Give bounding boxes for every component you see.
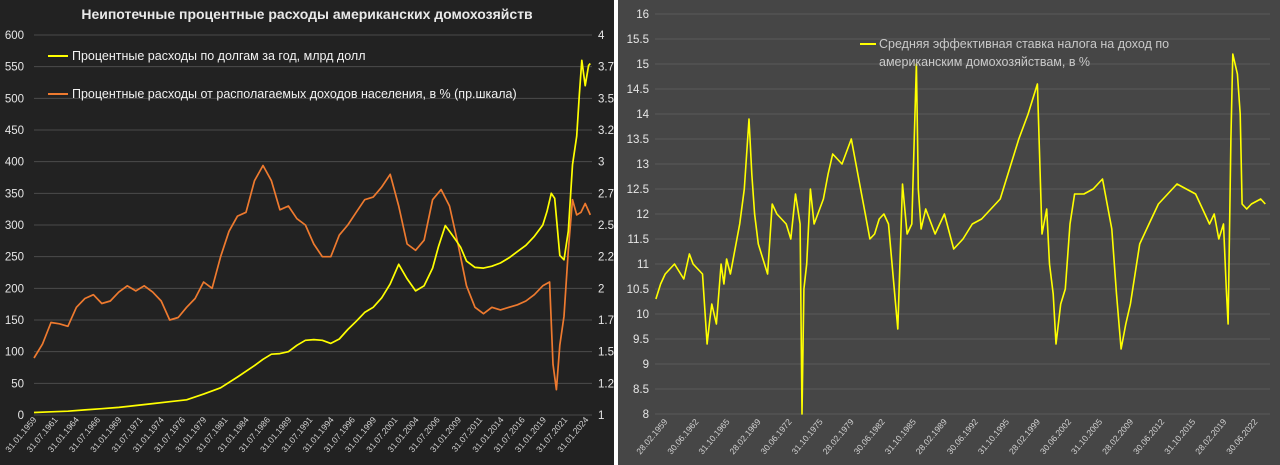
y-tick-label: 9: [643, 359, 649, 371]
legend-label: Процентные расходы от располагаемых дохо…: [72, 87, 517, 101]
right-chart-panel: 8 8.5 9 9.5 10 10.5 11 11.5 12 12.5 13 13.5 14 14.5 15…: [618, 0, 1280, 465]
y2-tick-label: 2.25: [598, 252, 614, 264]
y2-tick-label: 2.5: [598, 220, 614, 232]
y-tick-label: 9.5: [633, 334, 649, 346]
y-tick-label: 15: [636, 59, 649, 71]
series-line-disposable-income-share: [33, 164, 592, 391]
y-tick-label: 350: [5, 188, 24, 200]
y-tick-label: 0: [18, 410, 24, 422]
y2-tick-label: 2: [598, 283, 604, 295]
y-tick-label: 400: [5, 157, 24, 169]
y2-tick-label: 3: [598, 157, 604, 169]
legend-label-line2: американским домохозяйствам, в %: [879, 55, 1090, 69]
y-tick-label: 10: [636, 309, 649, 321]
y2-tick-label: 3.5: [598, 93, 614, 105]
y-tick-label: 500: [5, 93, 24, 105]
series-line-interest-expense: [33, 59, 591, 414]
y-tick-label: 550: [5, 62, 24, 74]
y2-tick-label: 1.75: [598, 315, 614, 327]
series-line-effective-tax-rate: [655, 53, 1266, 415]
y-tick-label: 13: [636, 159, 649, 171]
y-tick-label: 150: [5, 315, 24, 327]
y2-tick-label: 1.25: [598, 378, 614, 390]
y-tick-label: 14.5: [627, 84, 649, 96]
y-tick-label: 250: [5, 252, 24, 264]
y-tick-label: 8.5: [633, 384, 649, 396]
y-tick-label: 16: [636, 9, 649, 21]
y-tick-label: 12: [636, 209, 649, 221]
y-tick-label: 13.5: [627, 134, 649, 146]
x-tick-label: 30.06.2022: [1224, 417, 1259, 457]
right-chart-svg: 8 8.5 9 9.5 10 10.5 11 11.5 12 12.5 13 13.5 14 14.5 15…: [627, 9, 1270, 457]
y2-tick-label: 3.75: [598, 62, 614, 74]
y-tick-label: 50: [11, 378, 24, 390]
y-tick-label: 300: [5, 220, 24, 232]
left-chart-title: Неипотечные процентные расходы американс…: [81, 6, 533, 22]
y-tick-label: 14: [636, 109, 649, 121]
y-tick-label: 15.5: [627, 34, 649, 46]
y-tick-label: 100: [5, 347, 24, 359]
y-tick-label: 11.5: [627, 234, 649, 246]
y-tick-label: 10.5: [627, 284, 649, 296]
y2-tick-label: 4: [598, 30, 605, 42]
y2-tick-label: 1: [598, 410, 604, 422]
y-tick-label: 8: [643, 409, 649, 421]
y-tick-label: 450: [5, 125, 24, 137]
y2-tick-label: 1.5: [598, 347, 614, 359]
left-chart-panel: Неипотечные процентные расходы американс…: [0, 0, 614, 465]
legend-label: Процентные расходы по долгам за год, млр…: [72, 49, 366, 63]
legend-label-line1: Средняя эффективная ставка налога на дох…: [879, 37, 1169, 51]
y-tick-label: 12.5: [627, 184, 649, 196]
y2-tick-label: 3.25: [598, 125, 614, 137]
y2-tick-label: 2.75: [598, 188, 614, 200]
left-chart-svg: 0 50 100 150 200 250 300 350 400 450 500 550 600 1 1.2…: [3, 30, 614, 454]
y-tick-label: 600: [5, 30, 24, 42]
y-tick-label: 11: [637, 259, 649, 271]
y-tick-label: 200: [5, 283, 24, 295]
